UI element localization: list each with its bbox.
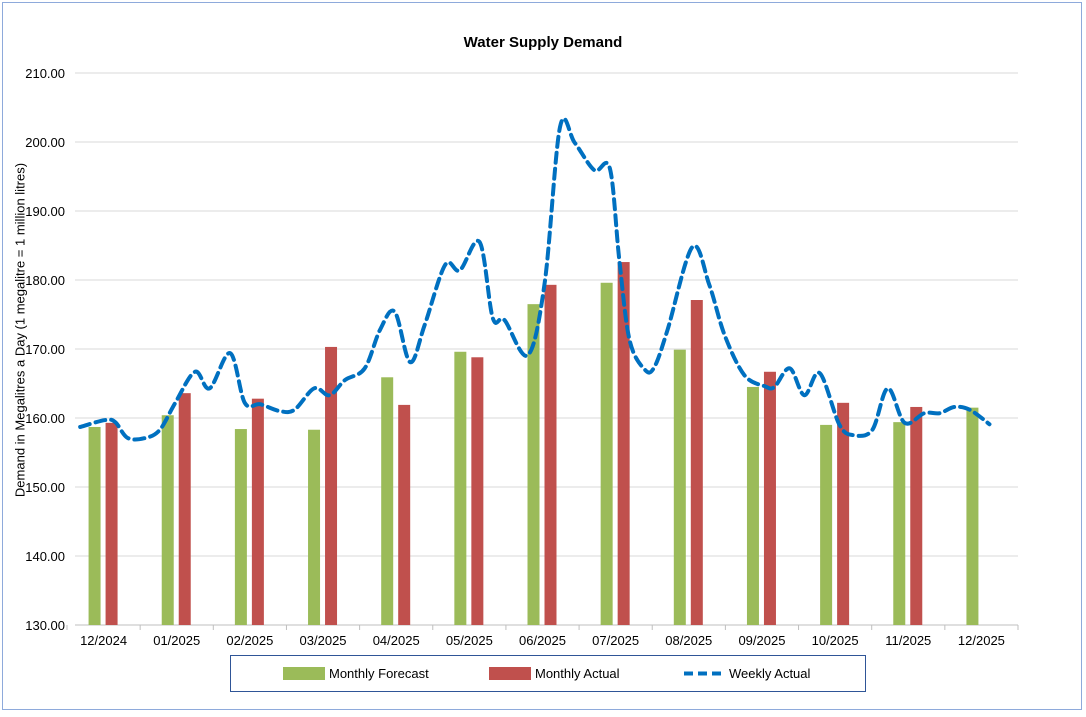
y-tick-label: 210.00 [25,66,65,81]
bar-actual [617,262,630,625]
chart-title: Water Supply Demand [463,34,623,51]
y-tick-label: 160.00 [25,411,65,426]
legend-item-weekly: Weekly Actual [683,666,810,681]
y-tick-label: 180.00 [25,273,65,288]
x-tick-label: 09/2025 [738,633,785,648]
x-tick-label: 05/2025 [446,633,493,648]
x-tick-label: 08/2025 [665,633,712,648]
x-tick-label: 10/2025 [812,633,859,648]
legend-label-weekly: Weekly Actual [729,666,811,681]
bar-actual [690,300,703,625]
y-tick-label: 170.00 [25,342,65,357]
bar-actual [105,422,118,625]
x-tick-label: 03/2025 [300,633,347,648]
bar-actual [837,402,850,625]
bar-forecast [527,304,540,625]
x-tick-label: 02/2025 [226,633,273,648]
bar-forecast [600,282,613,625]
x-tick-label: 04/2025 [373,633,420,648]
y-tick-label: 140.00 [25,549,65,564]
legend-item-actual: Monthly Actual [489,666,620,681]
bar-forecast [893,422,906,625]
y-tick-label: 200.00 [25,135,65,150]
bar-forecast [673,349,686,625]
bar-actual [251,398,264,625]
bar-forecast [234,429,247,625]
bar-actual [178,393,191,625]
bar-forecast [746,386,759,625]
bar-actual [471,357,484,625]
bar-forecast [820,424,833,625]
weekly-actual-line [78,116,992,442]
legend-label-actual: Monthly Actual [535,666,620,681]
x-tick-label: 12/2025 [958,633,1005,648]
x-tick-label: 11/2025 [885,633,931,648]
bar-actual [910,406,923,625]
y-tick-label: 130.00 [25,618,65,633]
bar-forecast [454,351,467,625]
legend-swatch-actual [489,667,531,680]
legend: Monthly Forecast Monthly Actual Weekly A… [230,655,866,692]
bar-forecast [161,415,174,625]
y-tick-label: 190.00 [25,204,65,219]
bar-actual [398,404,411,625]
x-tick-label: 07/2025 [592,633,639,648]
x-tick-label: 12/2024 [80,633,127,648]
bar-forecast [966,407,979,625]
x-tick-label: 01/2025 [153,633,200,648]
legend-label-forecast: Monthly Forecast [329,666,429,681]
legend-swatch-forecast [283,667,325,680]
bar-forecast [308,429,321,625]
bar-forecast [88,426,101,625]
bar-actual [544,284,557,625]
legend-swatch-weekly [684,671,724,676]
bar-actual [763,371,776,625]
bar-actual [325,346,338,625]
y-tick-label: 150.00 [25,480,65,495]
bar-forecast [381,377,394,625]
legend-item-forecast: Monthly Forecast [283,666,429,681]
x-tick-label: 06/2025 [519,633,566,648]
